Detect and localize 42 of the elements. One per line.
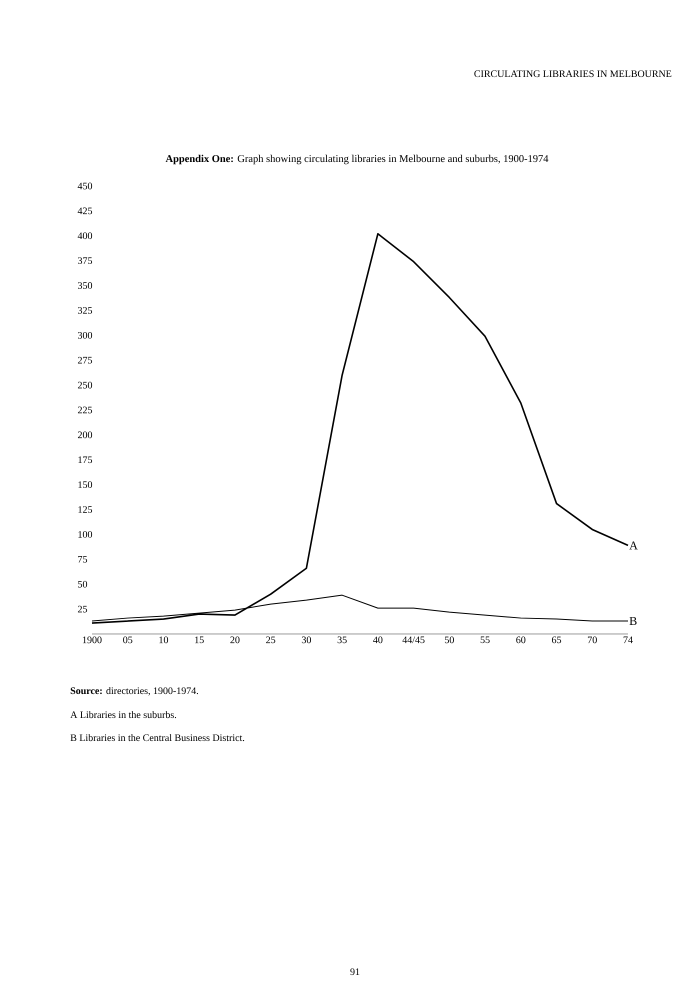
x-tick-label: 10 xyxy=(159,636,168,644)
x-tick-label: 15 xyxy=(195,636,204,644)
y-tick-label: 425 xyxy=(78,208,92,214)
x-tick-label: 30 xyxy=(302,636,312,644)
y-tick-label: 250 xyxy=(78,382,92,388)
x-tick-label: 40 xyxy=(373,636,382,644)
y-tick-label: 200 xyxy=(78,432,92,438)
y-tick-label: 450 xyxy=(78,182,92,190)
y-tick-label: 75 xyxy=(78,556,88,563)
y-tick-label: 300 xyxy=(78,332,92,339)
x-tick-label: 20 xyxy=(230,636,240,644)
y-tick-label: 175 xyxy=(78,456,92,464)
y-tick-label: 225 xyxy=(78,406,92,414)
x-tick-label: 60 xyxy=(516,636,526,644)
text: A Libraries in the suburbs. xyxy=(70,711,176,718)
y-tick-label: 400 xyxy=(78,232,92,240)
y-tick-label: 325 xyxy=(78,307,92,314)
y-tick-label: 275 xyxy=(78,356,92,364)
y-tick-label: 150 xyxy=(78,481,92,488)
text: B Libraries in the Central Business District. xyxy=(70,734,244,742)
x-tick-label: 70 xyxy=(588,636,597,644)
y-tick-label: 50 xyxy=(78,580,88,588)
y-tick-label: 100 xyxy=(78,531,92,538)
y-tick-label: 350 xyxy=(78,282,92,289)
y-tick-label: 125 xyxy=(78,506,92,513)
y-tick-label: 25 xyxy=(78,606,88,612)
series-label: B xyxy=(630,617,637,625)
x-tick-label: 1900 xyxy=(82,636,102,644)
x-tick-label: 44/45 xyxy=(402,636,425,644)
x-tick-label: 74 xyxy=(624,636,633,644)
series-label: A xyxy=(629,541,638,550)
x-tick-label: 05 xyxy=(123,636,132,644)
chart-title: Appendix One: Graph showing circulating libraries in Melbourne and suburbs, 1900-1974 xyxy=(166,154,548,164)
x-tick-label: 50 xyxy=(444,636,454,644)
text: 91 xyxy=(350,968,360,976)
text: Source: directories, 1900-1974. xyxy=(70,687,198,696)
x-tick-label: 65 xyxy=(552,636,562,644)
x-tick-label: 25 xyxy=(266,636,276,644)
x-tick-label: 35 xyxy=(338,636,347,644)
x-tick-label: 55 xyxy=(480,636,490,644)
y-tick-label: 375 xyxy=(78,257,92,264)
text: CIRCULATING LIBRARIES IN MELBOURNE xyxy=(474,70,672,78)
